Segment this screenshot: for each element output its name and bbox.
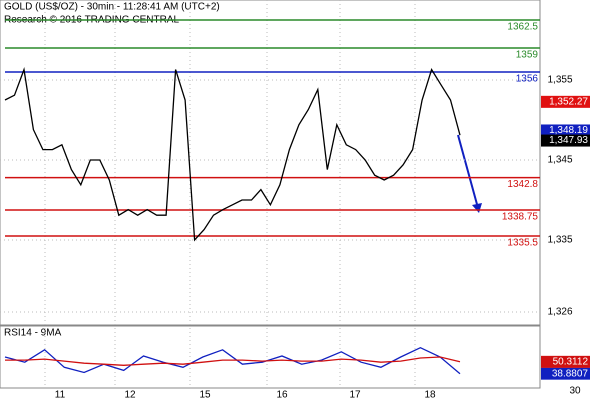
level-label: 1342.8 <box>507 179 538 190</box>
x-tick-label: 12 <box>124 390 136 400</box>
price-label: 1,348.19 <box>549 125 588 136</box>
rsi-title: RSI14 - 9MA <box>4 328 62 339</box>
price-box <box>541 124 590 137</box>
price-label: 1,352.27 <box>549 96 588 107</box>
arrow-head <box>472 203 482 213</box>
level-label: 1362.5 <box>507 22 538 33</box>
series-line <box>4 67 461 242</box>
rsi-value-box <box>541 355 590 368</box>
price-box <box>541 95 590 108</box>
level-label: 1356 <box>516 74 539 85</box>
rsi-value-label: 50.3112 <box>553 356 589 367</box>
forecast-arrow <box>457 134 479 209</box>
y-tick-label: 1,326 <box>547 307 572 318</box>
x-tick-label: 15 <box>199 390 211 400</box>
rsi-value-label: 38.8807 <box>552 368 589 379</box>
y-tick-label: 30 <box>569 385 581 396</box>
price-box <box>541 134 590 147</box>
chart-title: GOLD (US$/OZ) - 30min - 11:28:41 AM (UTC… <box>4 2 220 13</box>
level-label: 1335.5 <box>507 238 538 249</box>
x-tick-label: 16 <box>276 390 288 400</box>
level-label: 1359 <box>516 50 539 61</box>
series-line <box>5 356 461 366</box>
price-label: 1,347.93 <box>549 135 588 146</box>
x-tick-label: 17 <box>349 390 361 400</box>
x-tick-label: 18 <box>424 390 436 400</box>
series-line <box>4 346 461 375</box>
x-tick-label: 11 <box>55 390 66 400</box>
rsi-value-box <box>541 367 590 380</box>
y-tick-label: 1,355 <box>547 75 572 86</box>
y-tick-label: 1,335 <box>547 235 572 246</box>
price-panel <box>0 0 541 326</box>
level-label: 1338.75 <box>502 212 539 223</box>
y-tick-label: 1,345 <box>547 155 572 166</box>
rsi-panel <box>0 325 541 389</box>
